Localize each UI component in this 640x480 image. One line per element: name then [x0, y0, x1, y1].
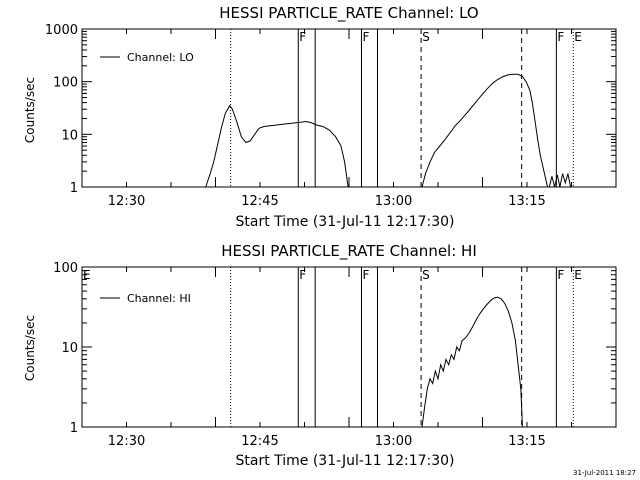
lo-y-tick-label: 1000 [45, 23, 78, 38]
lo-legend-label: Channel: LO [127, 51, 194, 64]
hi-marker-flag: F [299, 268, 306, 282]
lo-chart-title: HESSI PARTICLE_RATE Channel: LO [219, 4, 478, 23]
hi-y-tick-label: 10 [61, 341, 78, 356]
hi-y-tick-label: 100 [53, 261, 78, 276]
lo-marker-flag: S [422, 30, 430, 44]
lo-marker-flag: F [557, 30, 564, 44]
lo-y-tick-label: 10 [61, 128, 78, 143]
hi-marker-flag: E [83, 268, 91, 282]
hi-x-tick-label: 13:00 [375, 434, 412, 449]
lo-count-rate-line [421, 73, 548, 187]
lo-marker-flag: F [299, 30, 306, 44]
lo-count-rate-line [548, 173, 572, 187]
lo-marker-flag: E [574, 30, 582, 44]
hi-marker-flag: F [557, 268, 564, 282]
hi-y-axis-label: Counts/sec [23, 315, 37, 381]
lo-x-tick-label: 13:00 [375, 194, 412, 209]
hi-x-axis-label: Start Time (31-Jul-11 12:17:30) [235, 453, 454, 469]
lo-x-axis-label: Start Time (31-Jul-11 12:17:30) [235, 214, 454, 230]
lo-y-axis-label: Counts/sec [23, 77, 37, 143]
hi-legend-label: Channel: HI [127, 292, 191, 305]
hi-y-tick-label: 1 [70, 421, 78, 436]
lo-x-tick-label: 12:30 [108, 194, 145, 209]
hi-x-tick-label: 12:30 [108, 434, 145, 449]
generation-timestamp: 31-Jul-2011 18:27 [573, 469, 636, 477]
lo-x-tick-label: 13:15 [508, 194, 545, 209]
hi-x-tick-label: 12:45 [241, 434, 278, 449]
hi-marker-flag: E [574, 268, 582, 282]
hi-plot-frame [81, 266, 617, 428]
lo-x-tick-label: 12:45 [241, 194, 278, 209]
hi-marker-flag: S [422, 268, 430, 282]
lo-count-rate-line [205, 104, 349, 187]
hi-chart-title: HESSI PARTICLE_RATE Channel: HI [221, 242, 477, 261]
hi-x-tick-label: 13:15 [508, 434, 545, 449]
lo-marker-flag: F [362, 30, 369, 44]
lo-y-tick-label: 1 [70, 181, 78, 196]
lo-y-tick-label: 100 [53, 76, 78, 91]
hi-marker-flag: F [362, 268, 369, 282]
lo-channel-panel: HESSI PARTICLE_RATE Channel: LO Counts/s… [23, 4, 617, 230]
hi-count-rate-line [421, 296, 523, 427]
hi-channel-panel: HESSI PARTICLE_RATE Channel: HI Counts/s… [23, 242, 617, 469]
